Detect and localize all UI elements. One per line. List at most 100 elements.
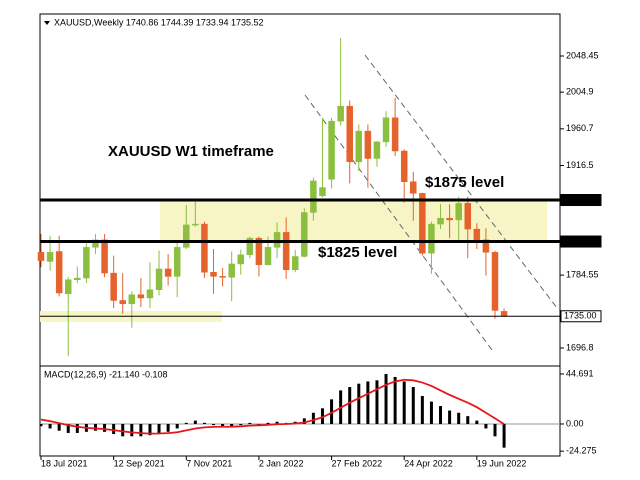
price-tag-label: 1735.00 [564,311,597,321]
macd-bar [366,381,370,424]
candle-body [373,141,381,159]
y-tick-label: 1784.55 [566,269,599,279]
candle-body [237,254,245,265]
candle-body [119,300,126,305]
candle-body [228,263,235,278]
x-tick-label: 27 Feb 2022 [332,458,383,468]
macd-bar [157,423,161,433]
chart-header: XAUUSD,Weekly 1740.86 1744.39 1733.94 17… [54,17,263,27]
price-tag [560,194,602,207]
candle-body [328,120,335,180]
macd-bar [148,423,152,436]
macd-bar [502,423,506,448]
y-tick-label: 1696.8 [566,342,594,352]
candle-body [210,272,217,277]
candle-body [446,218,453,221]
macd-bar [212,423,216,426]
macd-bar [221,423,225,427]
macd-bar [184,422,188,424]
y-tick-label: 44.691 [566,368,594,378]
macd-bar [420,395,424,424]
candle-body [410,181,417,194]
candle-body [128,294,136,305]
macd-bar [475,420,479,424]
macd-bar [166,423,170,432]
x-tick-label: 7 Nov 2021 [186,458,232,468]
macd-bar [320,408,324,424]
macd-bar [39,423,43,427]
candle-body [255,237,263,266]
macd-bar [248,422,252,424]
macd-bar [93,423,97,431]
candle-body [419,193,426,254]
macd-bar [402,381,406,424]
macd-bar [448,410,452,424]
price-tag-label: 1825.00 [564,236,597,246]
candle-body [110,272,117,301]
y-tick-label: 2004.9 [566,87,594,97]
macd-bar [121,423,125,437]
macd-bar [230,423,234,427]
macd-bar [466,416,470,424]
candle-body [500,311,508,317]
candle-body [455,203,462,221]
macd-bar [57,423,61,431]
macd-bar [66,423,70,433]
x-tick-label: 19 Jun 2022 [477,458,527,468]
annotation: XAUUSD W1 timeframe [108,143,274,160]
candle-body [391,117,399,152]
candle-body [55,251,63,294]
macd-bar [348,387,352,424]
x-tick-label: 2 Jan 2022 [259,458,304,468]
candle-body [301,212,308,257]
y-tick-label: 1916.5 [566,160,594,170]
candle-body [355,130,363,163]
macd-bar [257,423,261,425]
candle-body [491,252,499,311]
candle-body [146,289,154,299]
macd-bar [275,421,279,424]
candle-body [101,239,108,274]
candle-body [364,130,372,159]
candle-body [337,105,344,122]
candle-body [64,279,72,295]
macd-bar [48,423,52,429]
macd-bar [493,423,497,437]
macd-bar [75,423,79,433]
x-tick-label: 18 Jul 2021 [41,458,88,468]
candle-body [173,247,181,277]
header-arrow [44,21,50,25]
candle-body [92,239,99,248]
macd-bar [311,412,315,424]
candle-body [83,247,90,279]
candle-body [473,228,481,241]
macd-bar [393,376,397,424]
macd-bar [103,423,107,432]
candle-body [291,256,299,271]
macd-bar [330,399,334,424]
candle-body [346,105,353,163]
macd-bar [357,383,361,424]
macd-bar [266,422,270,424]
y-tick-label: 2048.45 [566,50,599,60]
candle-body [437,218,444,225]
macd-bar [484,423,488,429]
candle-body [319,187,326,197]
candle-body [273,232,281,248]
macd-bar [302,418,306,424]
candle-body [37,252,45,261]
candle-body [192,223,199,226]
macd-header: MACD(12,26,9) -21.140 -0.108 [44,369,168,379]
candle-body [482,239,490,253]
x-tick-label: 12 Sep 2021 [114,458,165,468]
macd-bar [239,423,243,426]
y-tick-label: -24.275 [566,446,597,456]
annotation: $1875 level [425,174,504,191]
macd-bar [202,422,206,424]
candle-body [164,268,172,277]
channel-line [364,54,558,309]
candle-body [246,237,254,256]
candle-body [74,277,81,280]
candle-body [201,223,208,273]
